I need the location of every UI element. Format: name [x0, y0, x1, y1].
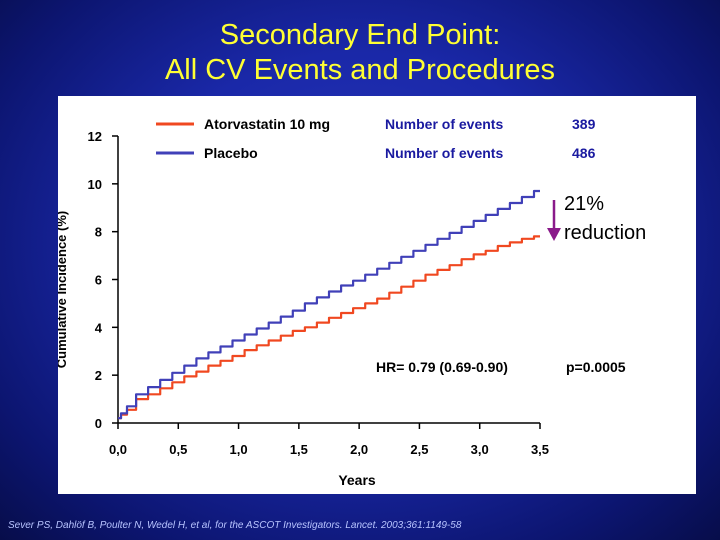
y-tick-label: 0 [95, 416, 102, 431]
x-tick-label: 3,0 [471, 442, 489, 457]
km-chart: 0 2 4 6 8 10 12 0,0 0,5 1,0 1,5 2,0 2,5 3,0 3,5 Years Cu… [58, 116, 646, 488]
y-tick-label: 12 [88, 129, 102, 144]
reduction-text: reduction [564, 222, 646, 244]
chart-panel: 0 2 4 6 8 10 12 0,0 0,5 1,0 1,5 2,0 2,5 3,0 3,5 Years Cu… [58, 96, 696, 494]
x-tick-label: 2,0 [350, 442, 368, 457]
slide-title-line2: All CV Events and Procedures [164, 54, 556, 86]
reduction-percent: 21% [564, 193, 604, 215]
citation: Sever PS, Dahlöf B, Poulter N, Wedel H, … [8, 520, 462, 531]
x-tick-label: 0,5 [169, 442, 187, 457]
y-tick-label: 10 [88, 177, 102, 192]
series-line-placebo [118, 189, 540, 420]
x-axis-label: Years [338, 472, 376, 488]
y-tick-label: 6 [95, 273, 102, 288]
y-tick-label: 4 [95, 320, 103, 335]
events-count: 486 [572, 145, 596, 161]
x-tick-label: 0,0 [109, 442, 127, 457]
slide-title-line1: Secondary End Point: [219, 19, 501, 51]
p-value-annotation: p=0.0005 [566, 359, 626, 375]
legend-label: Placebo [204, 145, 258, 161]
reduction-arrow-head [547, 228, 561, 241]
y-axis-label: Cumulative Incidence (%) [58, 211, 69, 368]
events-label: Number of events [385, 145, 503, 161]
legend-label: Atorvastatin 10 mg [204, 116, 330, 132]
y-tick-label: 8 [95, 225, 102, 240]
y-tick-label: 2 [95, 368, 102, 383]
x-tick-label: 1,0 [230, 442, 248, 457]
x-tick-label: 3,5 [531, 442, 549, 457]
hr-annotation: HR= 0.79 (0.69-0.90) [376, 359, 508, 375]
events-count: 389 [572, 116, 596, 132]
x-tick-label: 2,5 [410, 442, 428, 457]
events-label: Number of events [385, 116, 503, 132]
series-line-atorvastatin [118, 235, 540, 420]
x-tick-label: 1,5 [290, 442, 308, 457]
